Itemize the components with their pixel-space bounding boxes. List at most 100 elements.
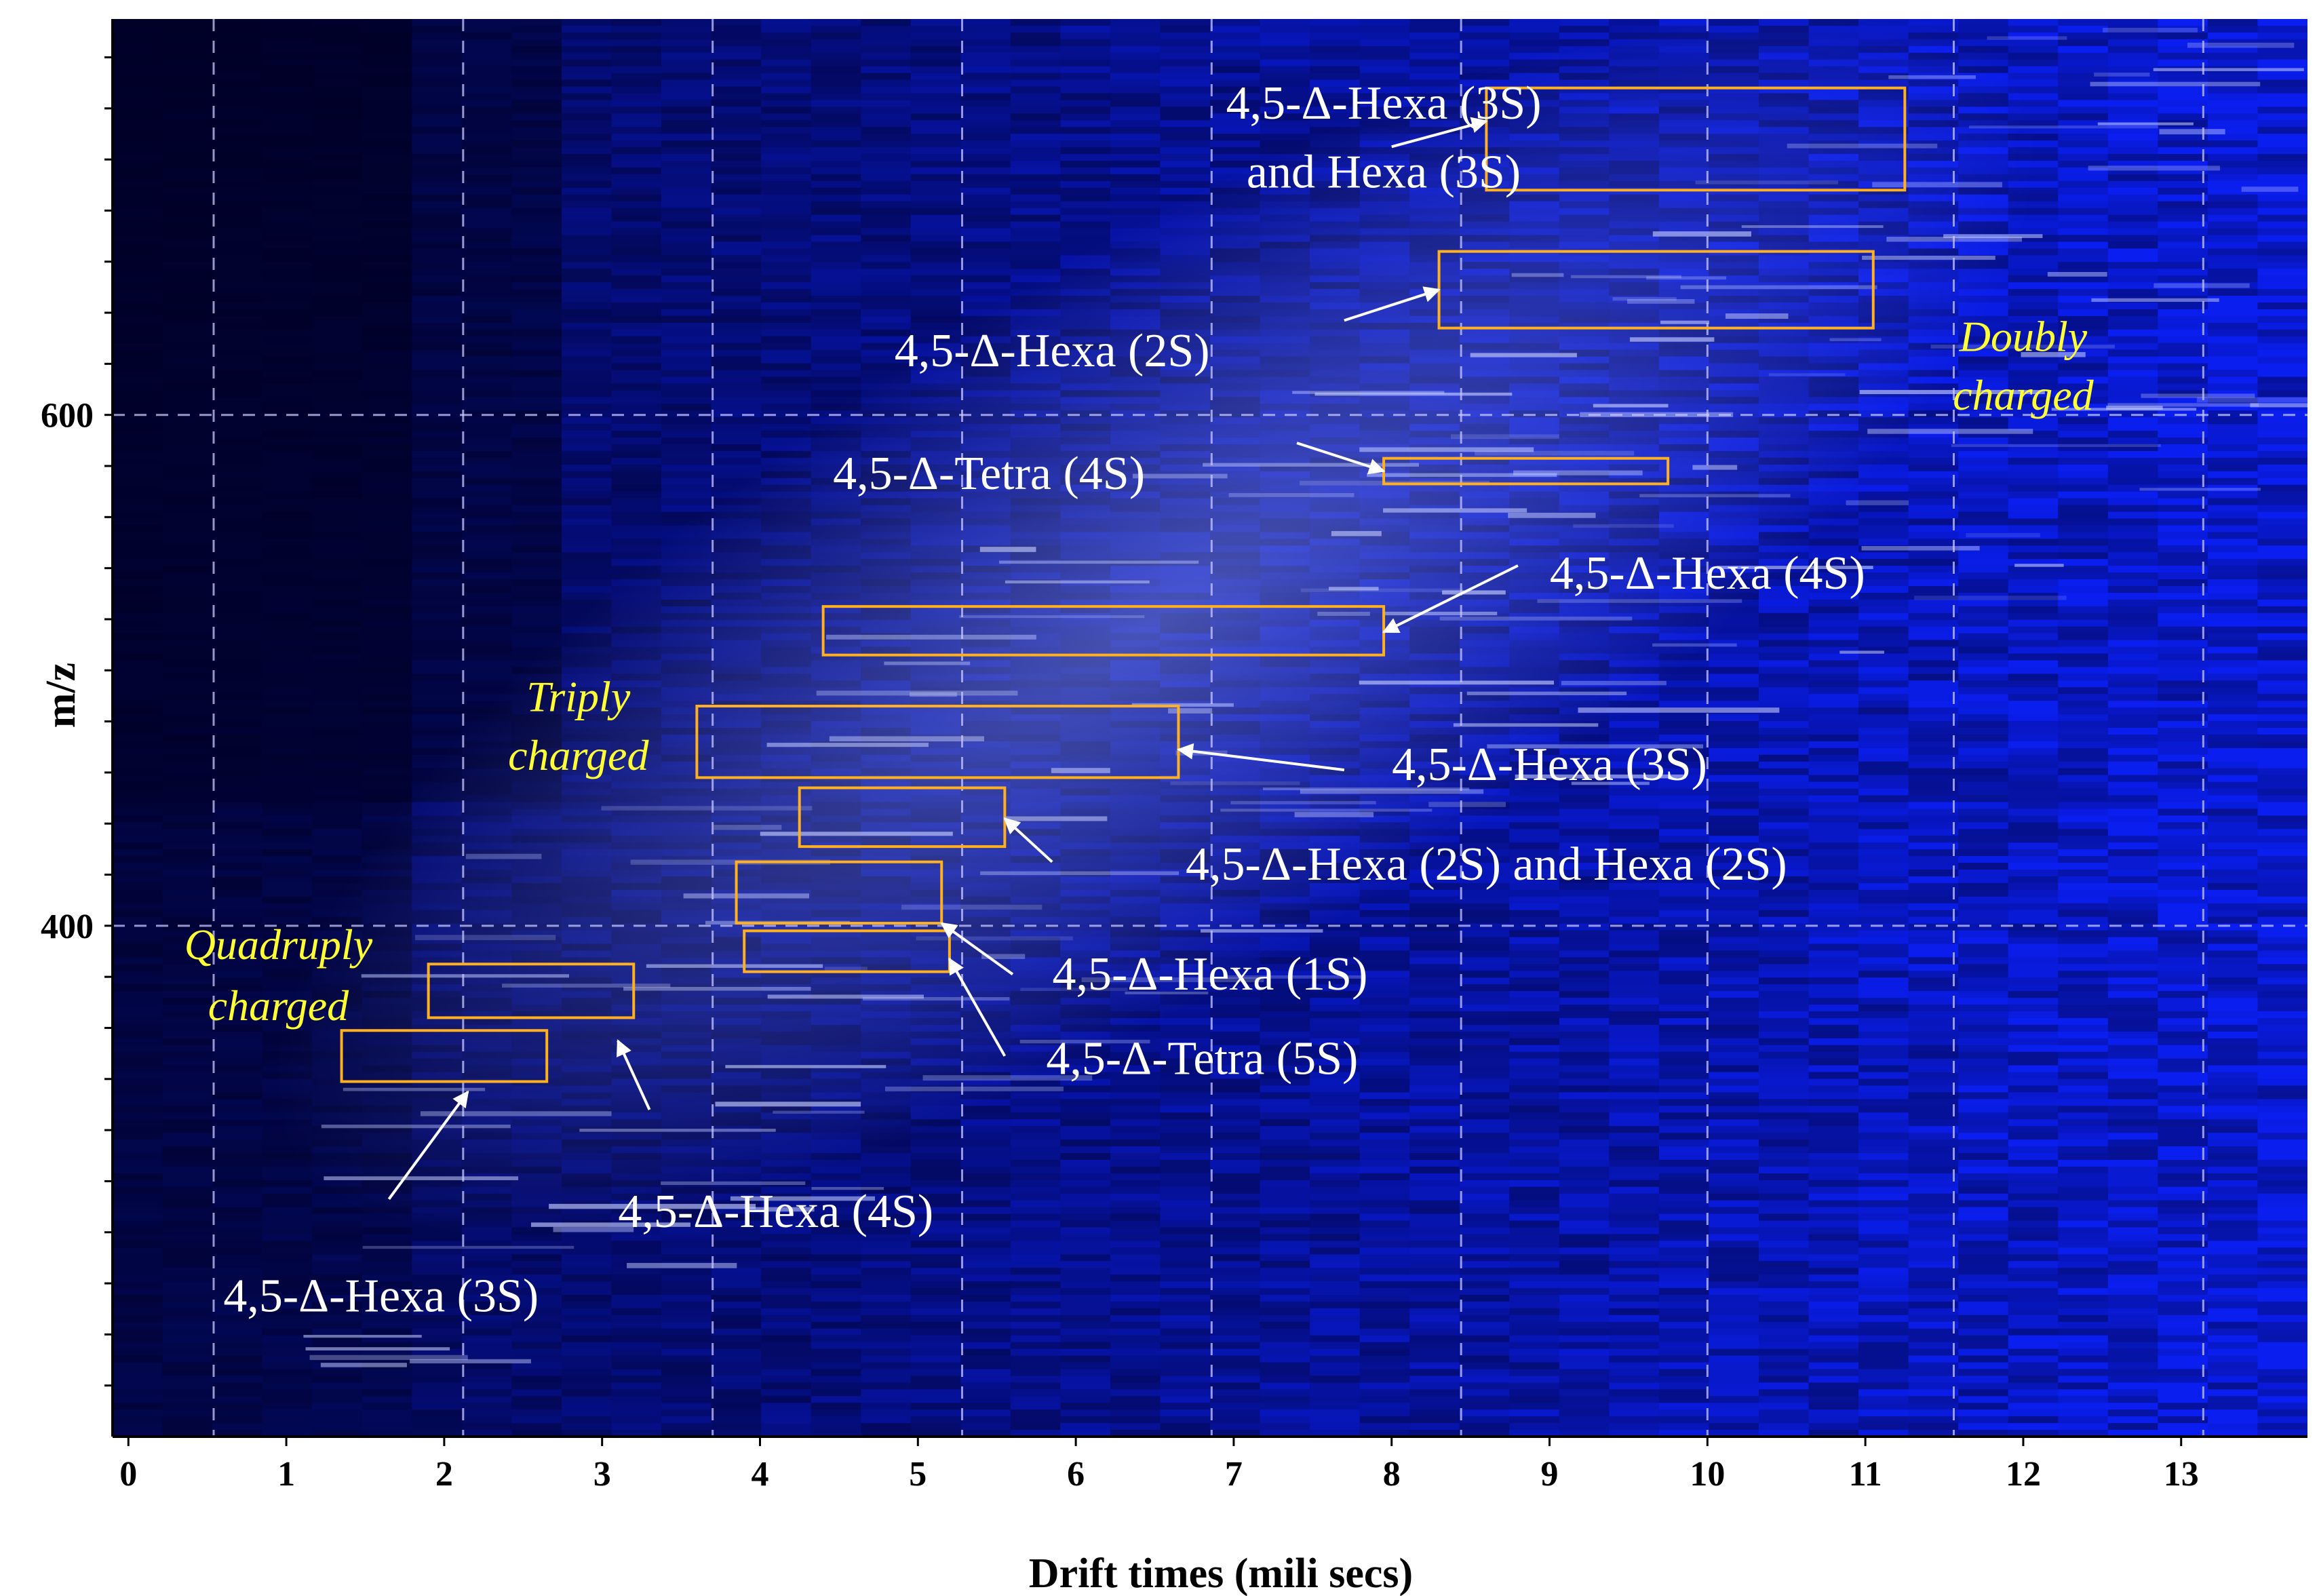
heatmap-cell: [362, 1335, 413, 1343]
heatmap-cell: [811, 1281, 862, 1289]
heatmap-cell: [113, 289, 163, 297]
heatmap-cell: [312, 154, 363, 161]
heatmap-cell: [661, 1335, 712, 1343]
heatmap-cell: [861, 1166, 912, 1174]
heatmap-cell: [412, 1268, 463, 1276]
heatmap-cell: [113, 863, 163, 870]
heatmap-cell: [362, 626, 413, 634]
heatmap-cell: [910, 39, 962, 47]
heatmap-cell: [262, 478, 313, 486]
heatmap-cell: [262, 849, 313, 857]
heatmap-cell: [412, 296, 463, 303]
heatmap-cell: [960, 201, 1011, 209]
heatmap-cell: [811, 120, 862, 128]
heatmap-cell: [661, 1241, 712, 1249]
heatmap-cell: [561, 1342, 612, 1350]
heatmap-cell: [312, 32, 363, 40]
heatmap-cell: [113, 1140, 163, 1148]
heatmap-cell: [162, 296, 214, 303]
heatmap-cell: [861, 1308, 912, 1316]
heatmap-cell: [711, 1423, 762, 1431]
heatmap-cell: [661, 431, 712, 439]
heatmap-cell: [561, 343, 612, 351]
heatmap-cell: [711, 329, 762, 337]
heatmap-cell: [412, 532, 463, 540]
heatmap-cell: [1060, 1247, 1111, 1256]
heatmap-cell: [162, 680, 214, 688]
heatmap-cell: [262, 1389, 313, 1397]
heatmap-cell: [212, 714, 263, 722]
heatmap-cell: [811, 187, 862, 195]
heatmap-cell: [1160, 1355, 1211, 1363]
heatmap-cell: [761, 113, 812, 121]
heatmap-cell: [212, 1261, 263, 1269]
heatmap-cell: [861, 140, 912, 149]
heatmap-cell: [910, 180, 962, 189]
heatmap-cell: [312, 606, 363, 614]
heatmap-cell: [761, 19, 812, 26]
heatmap-cell: [262, 856, 313, 864]
heatmap-cell: [212, 545, 263, 553]
heatmap-cell: [910, 1274, 962, 1283]
heatmap-cell: [1260, 1106, 1311, 1114]
heatmap-cell: [113, 315, 163, 324]
heatmap-cell: [162, 113, 214, 121]
heatmap-cell: [1160, 79, 1211, 87]
heatmap-cell: [861, 1328, 912, 1336]
heatmap-cell: [1260, 1140, 1311, 1148]
heatmap-cell: [910, 140, 962, 149]
heatmap-cell: [611, 1288, 662, 1296]
heatmap-cell: [312, 201, 363, 209]
heatmap-cell: [1010, 1308, 1061, 1316]
heatmap-cell: [362, 315, 413, 324]
heatmap-cell: [162, 747, 214, 756]
heatmap-cell: [212, 154, 263, 161]
heatmap-cell: [1210, 1092, 1261, 1100]
heatmap-cell: [1160, 1274, 1211, 1283]
heatmap-cell: [212, 275, 263, 284]
heatmap-cell: [1110, 1213, 1161, 1222]
heatmap-cell: [661, 1308, 712, 1316]
heatmap-cell: [611, 140, 662, 149]
heatmap-cell: [1010, 1153, 1061, 1161]
heatmap-cell: [461, 1430, 513, 1437]
heatmap-cell: [1260, 32, 1311, 40]
heatmap-cell: [312, 1328, 363, 1336]
heatmap-cell: [362, 1315, 413, 1323]
heatmap-cell: [212, 1166, 263, 1174]
heatmap-cell: [761, 167, 812, 175]
heatmap-cell: [1110, 1092, 1161, 1100]
heatmap-cell: [212, 140, 263, 149]
heatmap-cell: [1210, 1112, 1261, 1121]
heatmap-cell: [1010, 1254, 1061, 1262]
heatmap-cell: [1010, 1146, 1061, 1154]
heatmap-cell: [861, 282, 912, 290]
heatmap-cell: [761, 1362, 812, 1370]
heatmap-cell: [412, 741, 463, 749]
heatmap-cell: [761, 86, 812, 94]
heatmap-cell: [1110, 194, 1161, 202]
heatmap-cell: [1010, 1288, 1061, 1296]
heatmap-cell: [661, 1295, 712, 1302]
heatmap-cell: [162, 1348, 214, 1357]
heatmap-cell: [1060, 1268, 1111, 1276]
heatmap-cell: [861, 322, 912, 330]
heatmap-cell: [362, 572, 413, 581]
heatmap-cell: [811, 241, 862, 250]
heatmap-cell: [611, 1274, 662, 1283]
heatmap-cell: [162, 1355, 214, 1363]
heatmap-cell: [212, 383, 263, 391]
heatmap-cell: [661, 174, 712, 182]
heatmap-cell: [611, 296, 662, 303]
heatmap-cell: [461, 1382, 513, 1390]
heatmap-cell: [362, 161, 413, 168]
heatmap-cell: [511, 19, 562, 26]
heatmap-cell: [162, 174, 214, 182]
heatmap-cell: [661, 289, 712, 297]
heatmap-cell: [1060, 1058, 1111, 1066]
heatmap-cell: [461, 1376, 513, 1384]
heatmap-cell: [212, 289, 263, 297]
heatmap-cell: [461, 518, 513, 526]
heatmap-cell: [412, 52, 463, 60]
heatmap-cell: [811, 1416, 862, 1424]
